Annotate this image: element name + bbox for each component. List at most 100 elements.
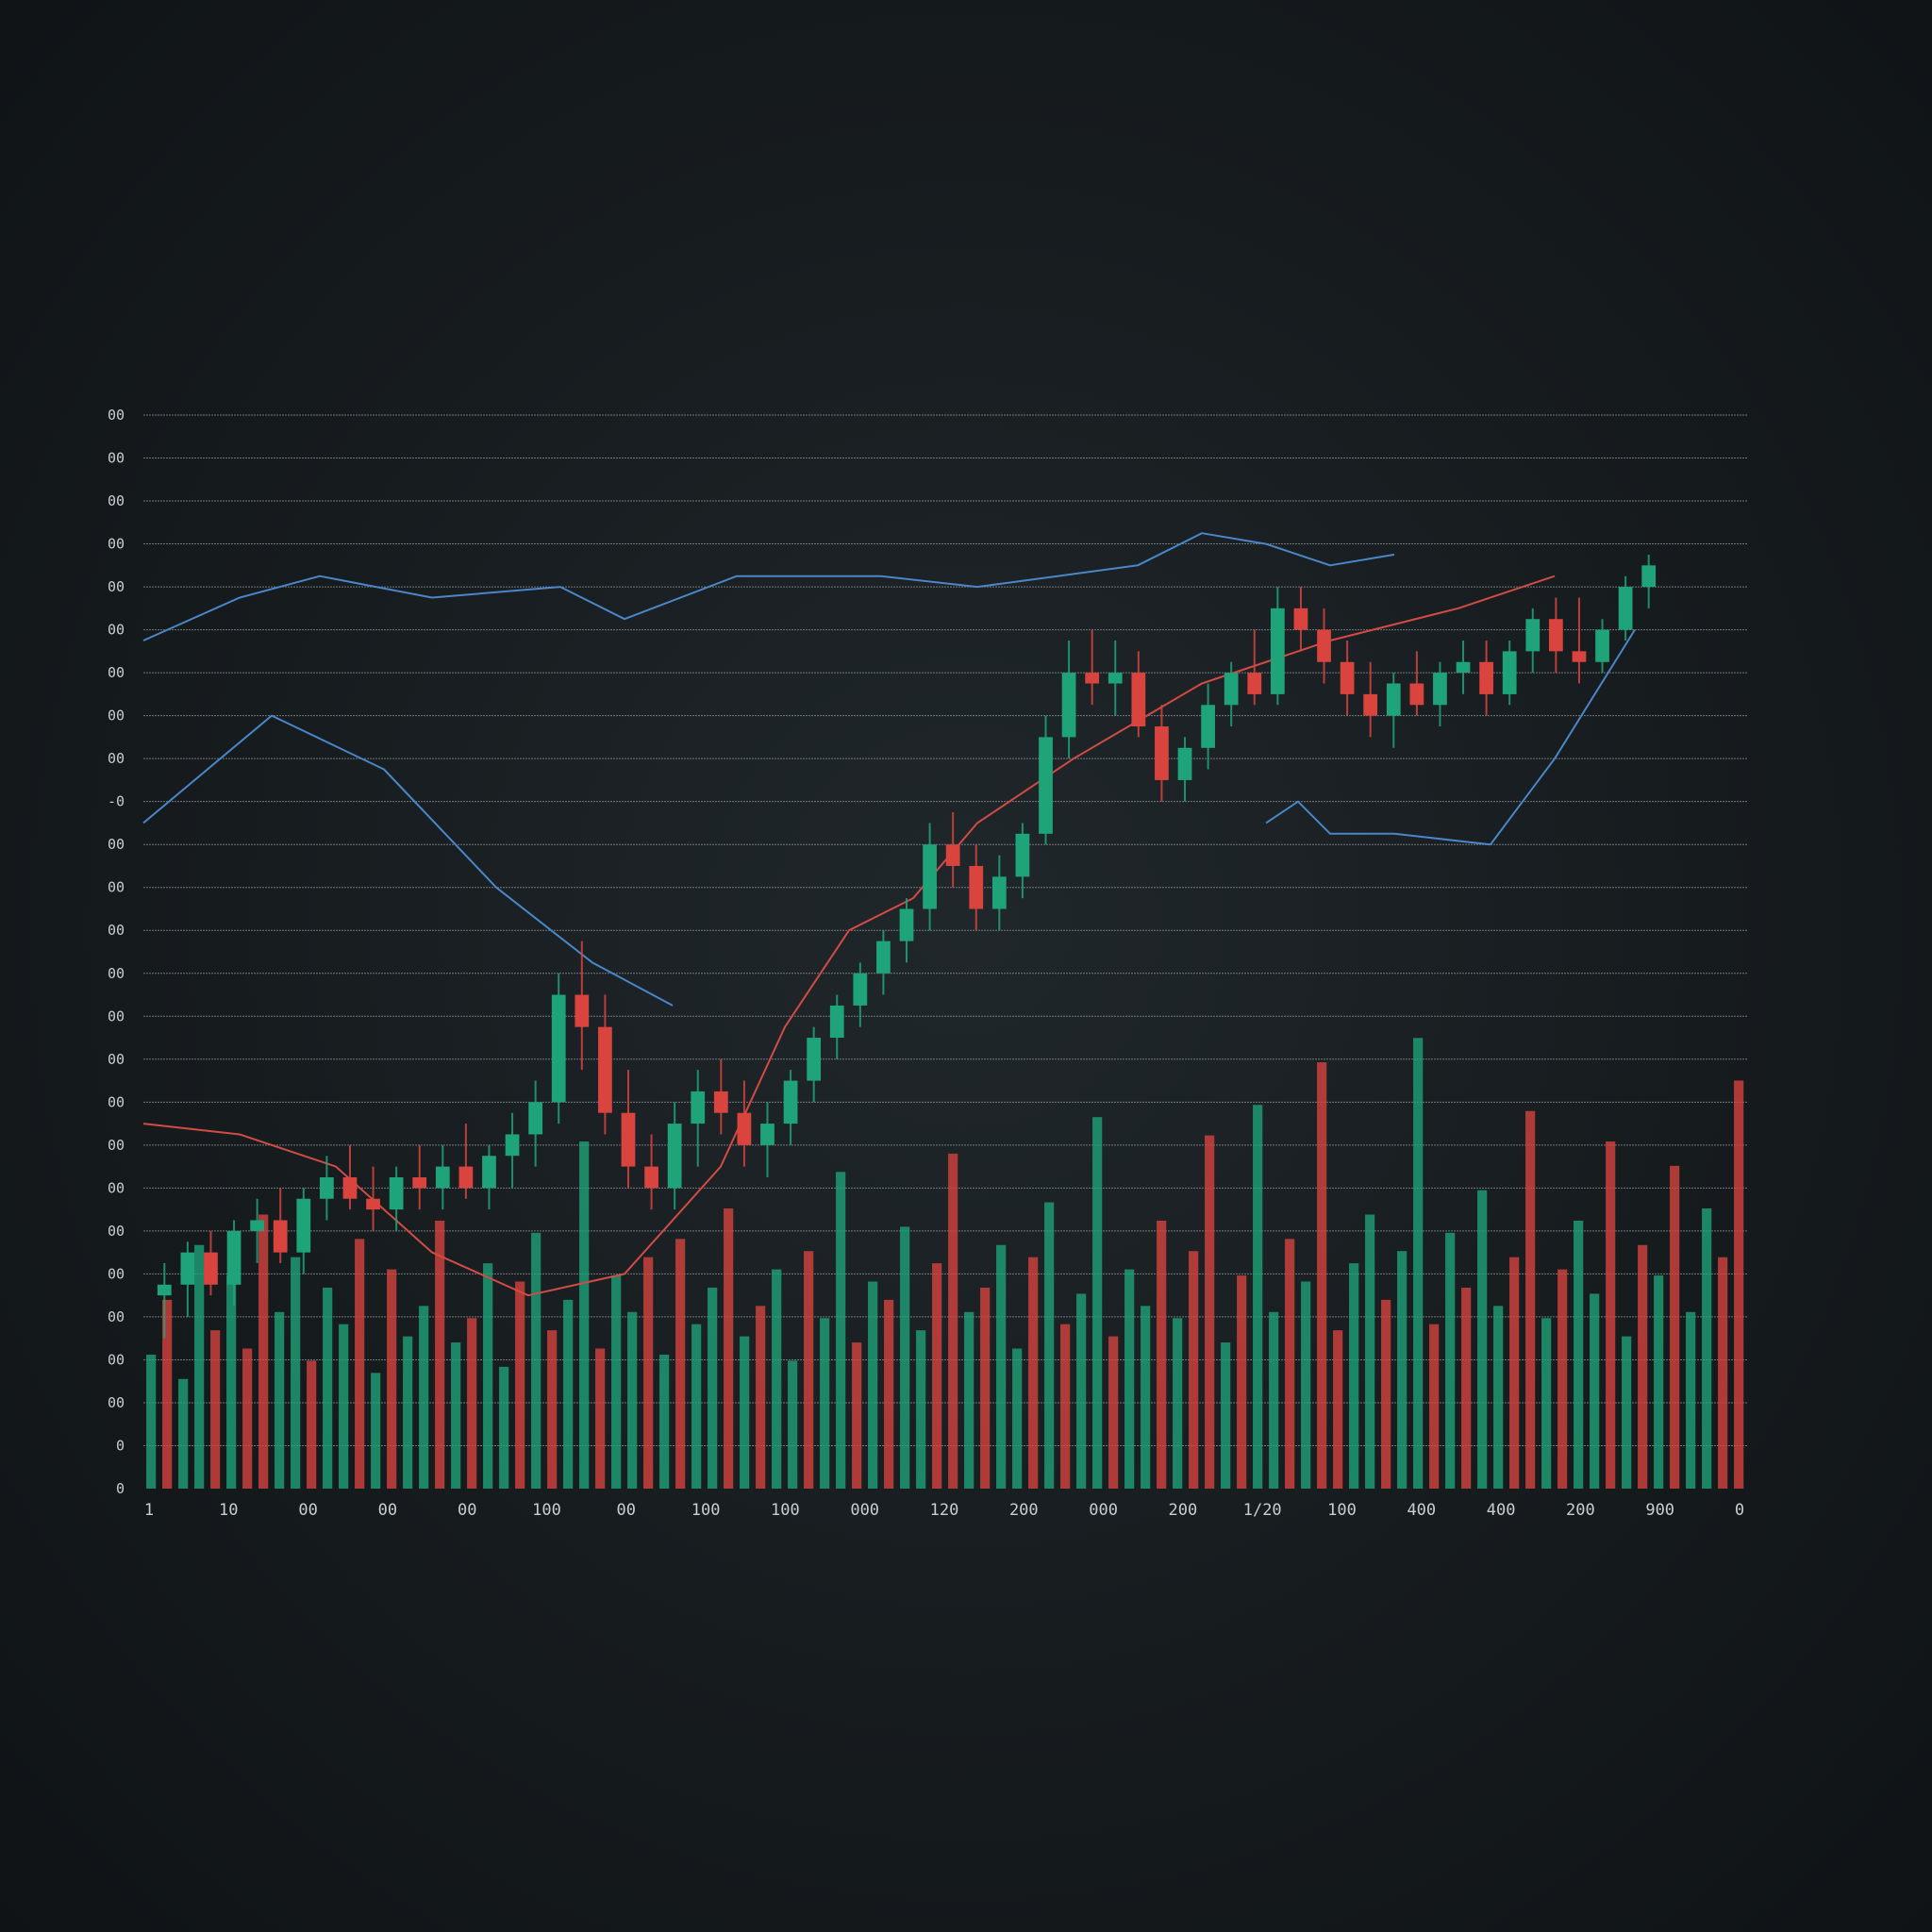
- volume-bar: [1445, 1232, 1456, 1489]
- volume-bar: [194, 1244, 205, 1489]
- candle-body: [1548, 619, 1563, 652]
- volume-bar: [1333, 1330, 1343, 1489]
- volume-bar: [1574, 1220, 1584, 1489]
- volume-bar: [355, 1239, 365, 1489]
- volume-bar: [1285, 1239, 1295, 1489]
- x-tick-label: 100: [771, 1501, 800, 1520]
- volume-bar: [226, 1275, 237, 1489]
- volume-bar: [884, 1299, 894, 1489]
- y-tick-label: -0: [108, 793, 125, 810]
- volume-bar: [1189, 1251, 1199, 1489]
- volume-bar: [1525, 1110, 1536, 1489]
- x-tick-label: 900: [1645, 1501, 1674, 1520]
- volume-bar: [1349, 1263, 1359, 1489]
- candle-body: [1201, 705, 1215, 748]
- volume-bar: [1429, 1324, 1440, 1489]
- candle-body: [1039, 737, 1053, 834]
- y-tick-label: 00: [108, 407, 125, 424]
- y-tick-label: 00: [108, 965, 125, 982]
- volume-bar: [804, 1251, 814, 1489]
- candle-body: [273, 1220, 288, 1253]
- y-tick-label: 00: [108, 1265, 125, 1282]
- volume-bar: [371, 1373, 381, 1489]
- volume-bar: [1638, 1244, 1648, 1489]
- candle-body: [250, 1220, 265, 1231]
- volume-bar: [1108, 1336, 1119, 1489]
- volume-bar: [1590, 1293, 1600, 1489]
- y-tick-label: 00: [108, 1394, 125, 1411]
- x-tick-label: 100: [532, 1501, 561, 1520]
- candle-body: [621, 1112, 636, 1167]
- moving-average-line-blue: [142, 532, 1395, 641]
- y-tick-label: 0: [116, 1480, 125, 1497]
- x-tick-label: 100: [691, 1501, 721, 1520]
- volume-bar: [467, 1318, 477, 1489]
- volume-bar: [1060, 1324, 1071, 1489]
- x-tick-label: 00: [458, 1501, 476, 1520]
- volume-bar: [210, 1330, 221, 1489]
- x-tick-label: 200: [1566, 1501, 1595, 1520]
- volume-bar: [146, 1354, 157, 1489]
- candle-body: [760, 1124, 774, 1145]
- y-tick-label: 00: [108, 1351, 125, 1368]
- volume-bar: [1092, 1117, 1103, 1489]
- x-tick-label: 1: [144, 1501, 154, 1520]
- x-tick-label: 400: [1407, 1501, 1436, 1520]
- candle-body: [435, 1166, 450, 1189]
- candle-body: [1641, 565, 1657, 588]
- volume-bar: [499, 1366, 509, 1489]
- volume-bar: [579, 1141, 590, 1489]
- candle-body: [1618, 587, 1633, 630]
- candle-body: [366, 1198, 380, 1210]
- volume-bar: [836, 1172, 846, 1489]
- x-tick-label: 000: [1089, 1501, 1118, 1520]
- volume-bar: [451, 1342, 461, 1489]
- y-tick-label: 00: [108, 1179, 125, 1196]
- y-tick-label: 00: [108, 879, 125, 896]
- candle-body: [320, 1176, 334, 1199]
- y-tick-label: 00: [108, 1051, 125, 1068]
- volume-bar: [1686, 1311, 1696, 1489]
- y-tick-label: 00: [108, 1093, 125, 1110]
- x-tick-label: 1/20: [1243, 1501, 1282, 1520]
- candle-body: [783, 1080, 798, 1124]
- volume-bar: [1221, 1342, 1231, 1489]
- volume-bar: [1269, 1311, 1279, 1489]
- y-tick-label: 00: [108, 622, 125, 639]
- x-tick-label: 400: [1487, 1501, 1516, 1520]
- candle-body: [829, 1005, 844, 1039]
- volume-bar: [708, 1287, 718, 1489]
- volume-bar: [1477, 1190, 1488, 1489]
- volume-bar: [419, 1306, 429, 1489]
- candle-body: [482, 1156, 496, 1189]
- y-tick-label: 0: [116, 1437, 125, 1454]
- candle-body: [1155, 726, 1169, 780]
- volume-bar: [178, 1378, 189, 1489]
- volume-bar: [627, 1311, 638, 1489]
- candle-body: [1340, 661, 1355, 694]
- x-tick-label: 00: [378, 1501, 397, 1520]
- volume-bar: [1301, 1281, 1311, 1489]
- volume-bar: [387, 1269, 397, 1489]
- candle-body: [226, 1230, 242, 1285]
- volume-bar: [595, 1348, 606, 1489]
- candle-body: [505, 1134, 520, 1157]
- volume-bar: [1557, 1269, 1568, 1489]
- candle-body: [1293, 608, 1308, 630]
- volume-bar: [852, 1342, 862, 1489]
- volume-bar: [1141, 1306, 1151, 1489]
- x-axis-ticks: 1 10 00 00 00 100 00 100 100 000 120 200 000 200 1/20 1…: [144, 1501, 1744, 1520]
- volume-bar: [515, 1281, 525, 1489]
- candle-body: [853, 973, 868, 1006]
- volume-bar: [1044, 1202, 1055, 1489]
- candle-body: [598, 1026, 612, 1113]
- candle-body: [667, 1124, 682, 1189]
- candle-body: [458, 1166, 474, 1189]
- volume-bar: [1493, 1306, 1504, 1489]
- volume-bar: [820, 1318, 830, 1489]
- candle-body: [412, 1176, 427, 1189]
- x-tick-label: 120: [930, 1501, 959, 1520]
- candle-body: [807, 1038, 822, 1081]
- volume-bar: [1365, 1214, 1375, 1489]
- volume-bar: [1012, 1348, 1023, 1489]
